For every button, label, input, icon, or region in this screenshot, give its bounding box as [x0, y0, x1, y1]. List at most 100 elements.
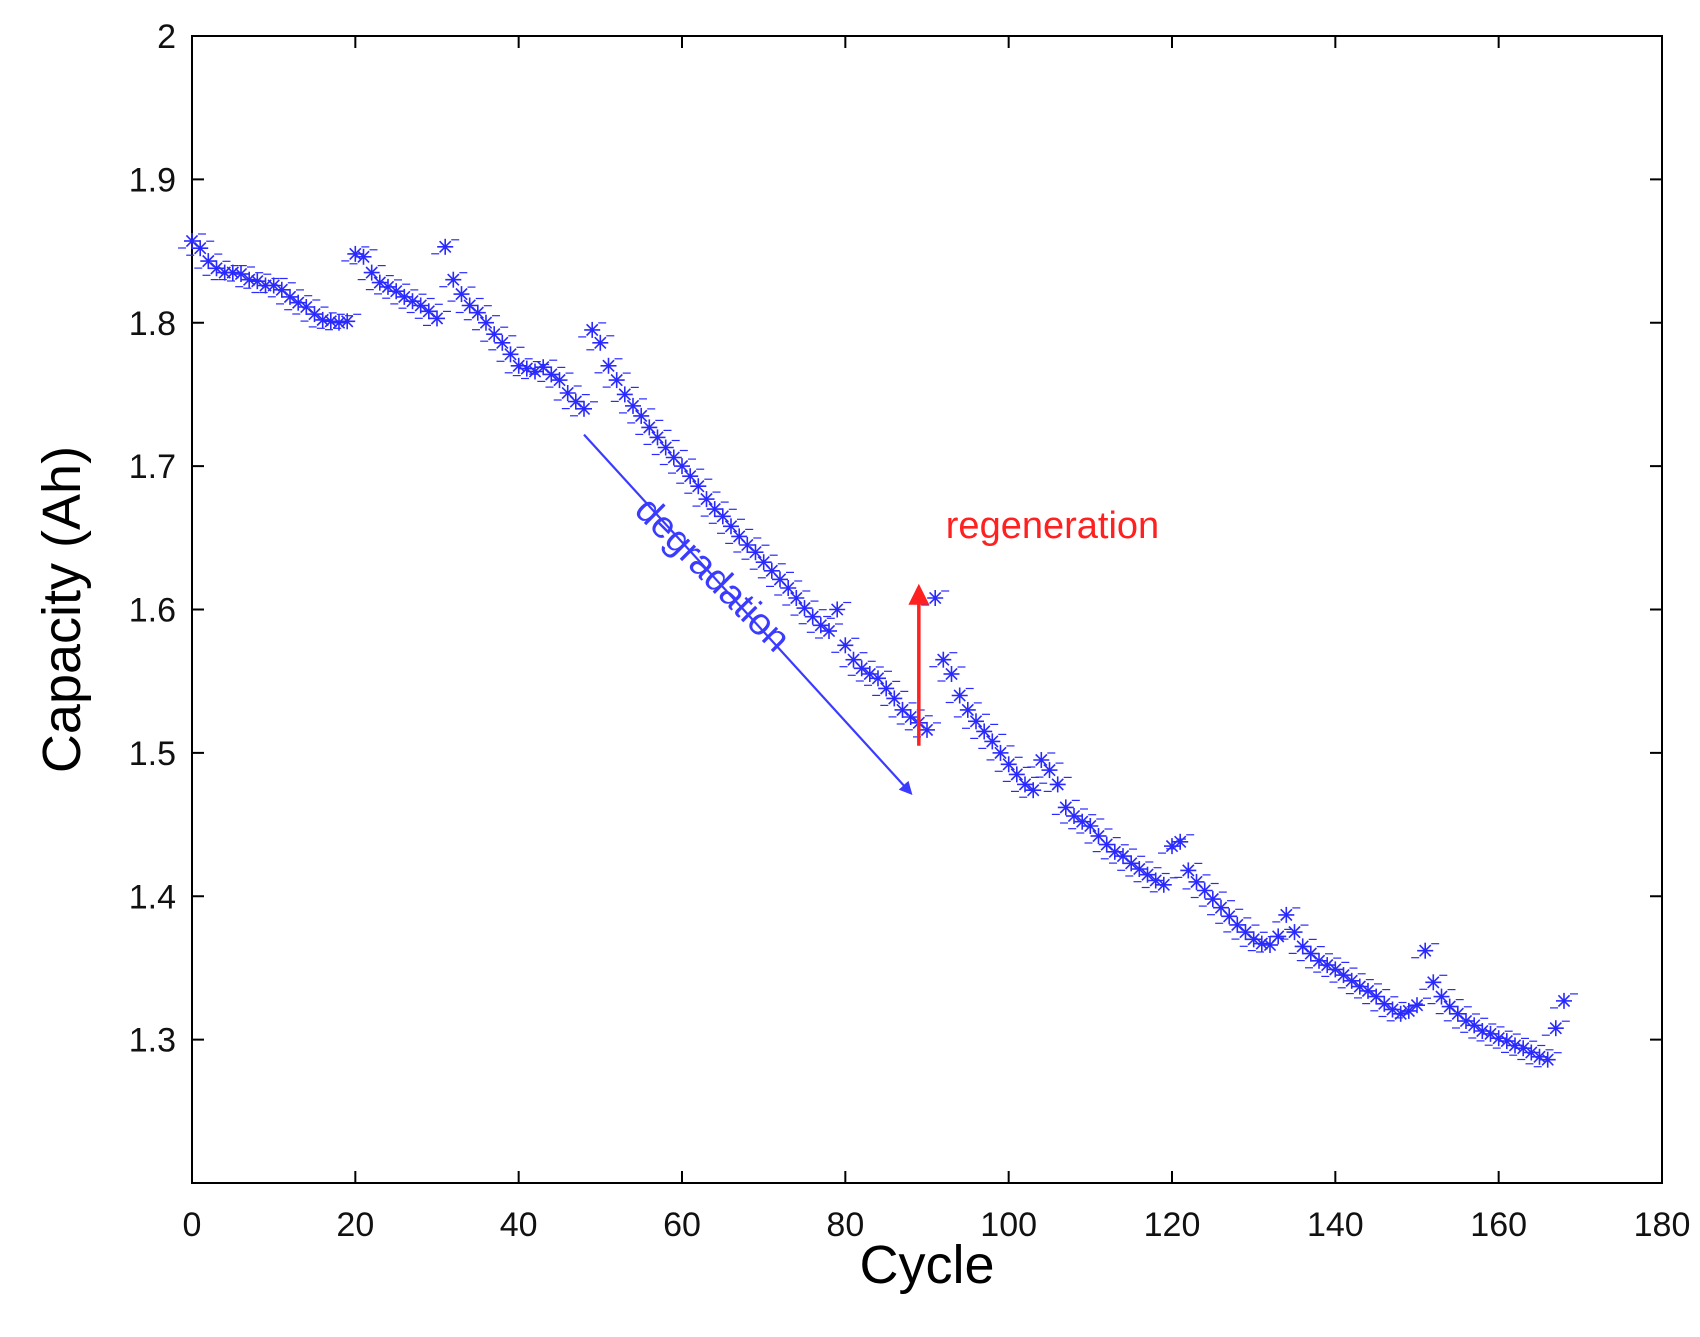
data-point: [1329, 967, 1358, 984]
data-point: [227, 266, 255, 282]
data-point: [390, 288, 419, 305]
data-point: [300, 306, 329, 323]
data-point: [545, 372, 574, 389]
data-point: [1060, 808, 1088, 824]
data-point: [537, 366, 566, 383]
data-point: [643, 429, 672, 446]
y-axis-ticks: 1.3 1.4 1.5 1.6 1.7 1.8 1.9 2: [129, 18, 1662, 1060]
data-point: [431, 238, 460, 255]
data-point: [1354, 982, 1382, 999]
data-point: [692, 491, 721, 508]
x-axis-title: Cycle: [859, 1235, 994, 1295]
y-tick-label: 1.4: [129, 878, 176, 916]
data-point: [1321, 961, 1350, 978]
data-point: [676, 468, 705, 485]
data-point: [1476, 1025, 1505, 1042]
data-point: [1541, 1020, 1570, 1037]
data-point: [1337, 972, 1366, 989]
data-point: [1550, 992, 1578, 1009]
data-point: [610, 386, 639, 403]
data-point: [276, 288, 304, 305]
data-point: [1362, 988, 1391, 1005]
data-point: [945, 687, 974, 704]
data-point: [1076, 818, 1105, 834]
data-point: [439, 271, 468, 288]
data-point: [888, 701, 917, 718]
data-point: [635, 419, 664, 436]
data-point: [1419, 974, 1448, 991]
plot-border: [191, 35, 1663, 1184]
data-point: [708, 508, 737, 525]
x-tick-label: 120: [1144, 1206, 1201, 1244]
data-point: [1092, 836, 1121, 853]
y-tick-label: 1.5: [129, 735, 176, 773]
y-axis-title: Capacity (Ah): [32, 446, 92, 773]
data-point: [365, 274, 394, 291]
data-point: [872, 680, 901, 697]
data-point: [725, 528, 754, 545]
data-point: [349, 248, 378, 265]
data-point: [684, 478, 713, 495]
data-point: [717, 518, 745, 535]
data-point: [774, 580, 803, 596]
data-point: [496, 346, 525, 363]
data-point: [202, 260, 231, 277]
x-tick-label: 20: [336, 1206, 374, 1244]
data-point: [1296, 945, 1325, 962]
x-tick-label: 100: [980, 1206, 1037, 1244]
data-point: [488, 334, 517, 351]
data-point: [806, 617, 835, 634]
regeneration-label: regeneration: [946, 505, 1159, 547]
data-point: [423, 310, 451, 327]
data-point: [1256, 937, 1284, 953]
data-point: [627, 407, 656, 424]
data-point: [962, 713, 990, 730]
data-point: [1084, 828, 1113, 844]
data-point: [790, 600, 819, 617]
data-point: [1239, 931, 1268, 948]
data-point: [235, 271, 264, 288]
y-tick-label: 1.7: [129, 448, 176, 486]
data-point: [570, 400, 598, 417]
data-point: [586, 334, 615, 351]
data-point: [1035, 762, 1064, 779]
data-point: [1002, 766, 1031, 783]
data-point: [1149, 876, 1178, 893]
data-point: [1403, 997, 1431, 1014]
data-point: [1411, 942, 1440, 959]
data-point: [855, 666, 884, 682]
data-point: [1019, 782, 1048, 799]
data-point: [1370, 995, 1399, 1012]
x-tick-label: 140: [1307, 1206, 1364, 1244]
y-tick-label: 1.9: [129, 161, 176, 199]
data-point: [929, 651, 958, 668]
data-point: [1378, 1001, 1407, 1018]
data-point: [1182, 873, 1211, 890]
data-point: [186, 240, 215, 257]
data-point: [382, 283, 411, 300]
data-point: [1207, 899, 1235, 916]
data-point: [1272, 906, 1301, 923]
data-point: [553, 385, 582, 401]
data-point: [1174, 862, 1203, 879]
x-tick-label: 160: [1470, 1206, 1527, 1244]
data-point: [218, 264, 247, 281]
data-point: [970, 723, 999, 740]
data-point: [1280, 924, 1309, 941]
data-point: [766, 571, 794, 588]
data-point: [529, 359, 558, 376]
data-point: [978, 733, 1007, 750]
data-point: [578, 321, 607, 338]
data-point: [1427, 988, 1456, 1005]
data-point: [292, 299, 321, 315]
data-point: [651, 439, 680, 456]
data-point: [782, 590, 811, 606]
data-point: [602, 372, 631, 389]
x-axis-ticks: 0 20 40 60 80 100 120 140 160 180: [183, 36, 1690, 1244]
y-tick-label: 1.6: [129, 592, 176, 630]
data-point: [749, 554, 778, 571]
data-point: [864, 670, 892, 687]
x-tick-label: 40: [500, 1206, 538, 1244]
data-point: [1117, 855, 1146, 872]
annotations: degradation regeneration: [583, 433, 1159, 795]
